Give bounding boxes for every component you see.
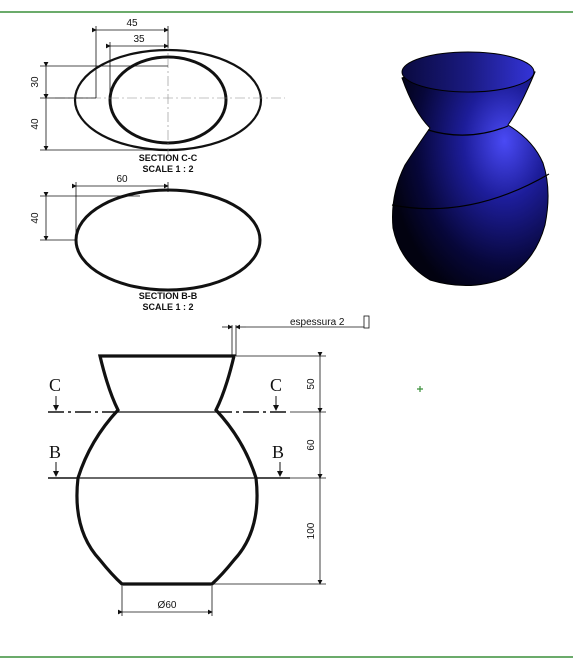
dim-diameter-label: Ø60 [158, 600, 177, 611]
dim-35-label: 35 [133, 34, 145, 45]
dim-40-label: 40 [30, 118, 41, 130]
section-b-view: 60 40 SECTION B-B SCALE 1 : 2 [30, 174, 262, 312]
section-c-scale: SCALE 1 : 2 [142, 164, 193, 174]
origin-marker [417, 386, 423, 392]
dim-50-label: 50 [306, 378, 317, 390]
section-label-b-right: B [272, 442, 284, 462]
section-c-title: SECTION C-C [139, 153, 198, 163]
dim-60-label: 60 [116, 174, 128, 185]
section-c-view: 45 35 30 40 SECTION C-C SCALE 1 : 2 [30, 18, 285, 174]
vase-outline [75, 354, 259, 586]
dim-100-label: 100 [306, 522, 317, 539]
vase-neck-seam [427, 125, 509, 136]
dim-front-60-label: 60 [306, 439, 317, 451]
section-b-scale: SCALE 1 : 2 [142, 302, 193, 312]
vase-body-seam [391, 173, 550, 210]
dim-b-40-label: 40 [30, 212, 41, 224]
thickness-note-box [363, 315, 370, 329]
section-label-c-left: C [49, 375, 61, 395]
vase-body-shaded [392, 62, 549, 287]
front-view: espessura 2 C C B B 50 60 100 [48, 315, 370, 616]
vase-3d-render [391, 51, 550, 287]
dim-45-label: 45 [126, 18, 138, 29]
section-label-c-right: C [270, 375, 282, 395]
section-label-b-left: B [49, 442, 61, 462]
thickness-note: espessura 2 [290, 317, 345, 328]
section-b-ellipse [74, 188, 262, 292]
section-b-title: SECTION B-B [139, 291, 198, 301]
dim-30-label: 30 [30, 76, 41, 88]
vase-mouth-opening [401, 51, 535, 93]
